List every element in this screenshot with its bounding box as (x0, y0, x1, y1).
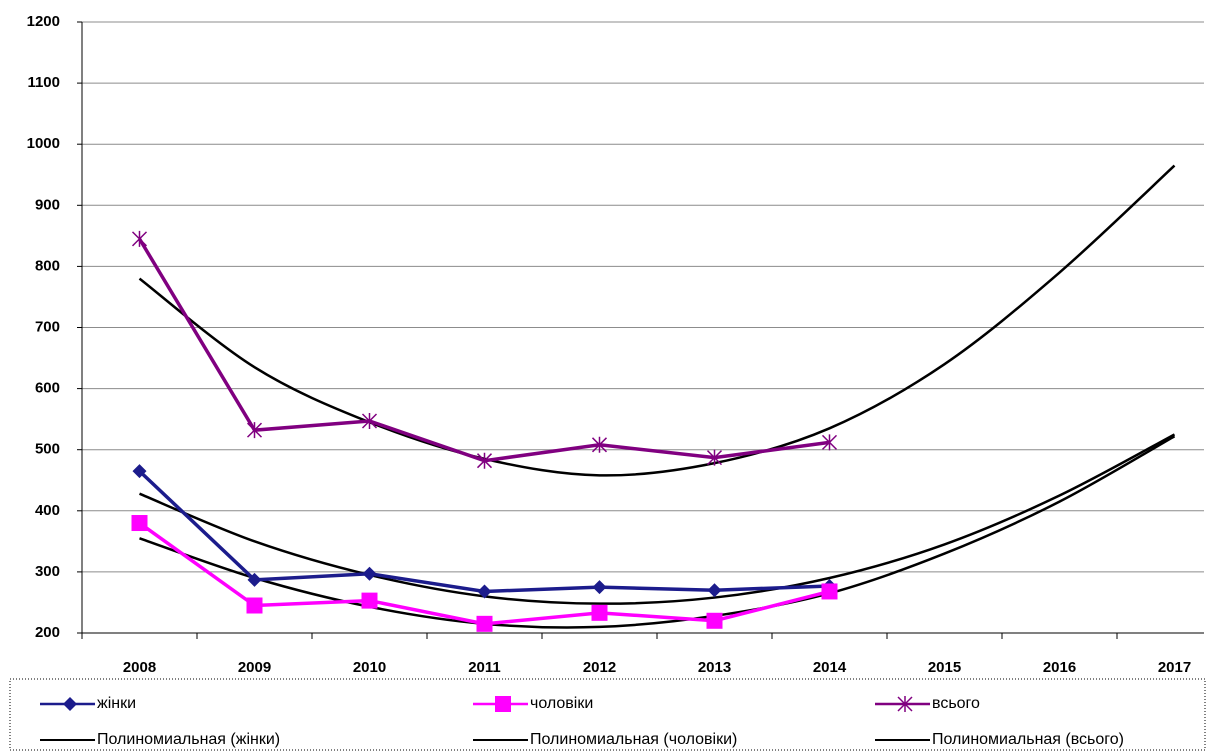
legend-marker (495, 696, 511, 712)
legend-box (9, 678, 1206, 751)
x-tick-label: 2016 (1043, 659, 1076, 676)
marker (476, 615, 493, 632)
marker (476, 452, 493, 469)
legend-label: Полиномиальная (чоловіки) (530, 731, 737, 748)
marker (592, 580, 607, 595)
legend-label: жінки (97, 695, 136, 712)
trend-line (138, 164, 1176, 477)
x-tick-label: 2012 (583, 659, 616, 676)
legend-marker (63, 697, 77, 711)
marker (706, 612, 723, 629)
y-tick-label: 600 (35, 380, 60, 397)
x-tick-label: 2008 (123, 659, 156, 676)
y-tick-label: 1000 (27, 135, 60, 152)
marker (821, 583, 838, 600)
trend-line (139, 435, 1176, 629)
marker (246, 422, 263, 439)
x-tick-label: 2017 (1158, 659, 1191, 676)
y-tick-label: 1100 (27, 74, 60, 91)
legend-marker (897, 696, 913, 712)
x-tick-label: 2009 (238, 659, 271, 676)
marker (361, 592, 378, 609)
legend-label: всього (932, 695, 980, 712)
legend-label: Полиномиальная (всього) (932, 731, 1124, 748)
x-tick-label: 2010 (353, 659, 386, 676)
legend-label: Полиномиальная (жінки) (97, 731, 280, 748)
y-tick-label: 1200 (27, 13, 60, 30)
marker (362, 566, 377, 581)
y-tick-label: 800 (35, 257, 60, 274)
y-tick-label: 700 (35, 318, 60, 335)
marker (361, 412, 378, 429)
marker (131, 515, 148, 532)
trend-line (139, 433, 1176, 605)
x-tick-label: 2014 (813, 659, 847, 676)
plot (131, 164, 1176, 632)
y-tick-label: 900 (35, 196, 60, 213)
y-tick-label: 500 (35, 441, 60, 458)
marker (706, 449, 723, 466)
marker (821, 434, 838, 451)
marker (477, 584, 492, 599)
marker (591, 436, 608, 453)
marker (246, 597, 263, 614)
x-tick-label: 2013 (698, 659, 731, 676)
series-line (138, 238, 830, 463)
marker (132, 464, 147, 479)
x-tick-label: 2015 (928, 659, 961, 676)
y-tick-label: 200 (35, 624, 60, 641)
x-tick-label: 2011 (468, 659, 501, 676)
y-tick-label: 400 (35, 502, 60, 519)
marker (707, 583, 722, 598)
legend-label: чоловіки (530, 695, 593, 712)
marker (131, 230, 148, 247)
marker (247, 572, 262, 587)
marker (591, 604, 608, 621)
y-tick-label: 300 (35, 563, 60, 580)
